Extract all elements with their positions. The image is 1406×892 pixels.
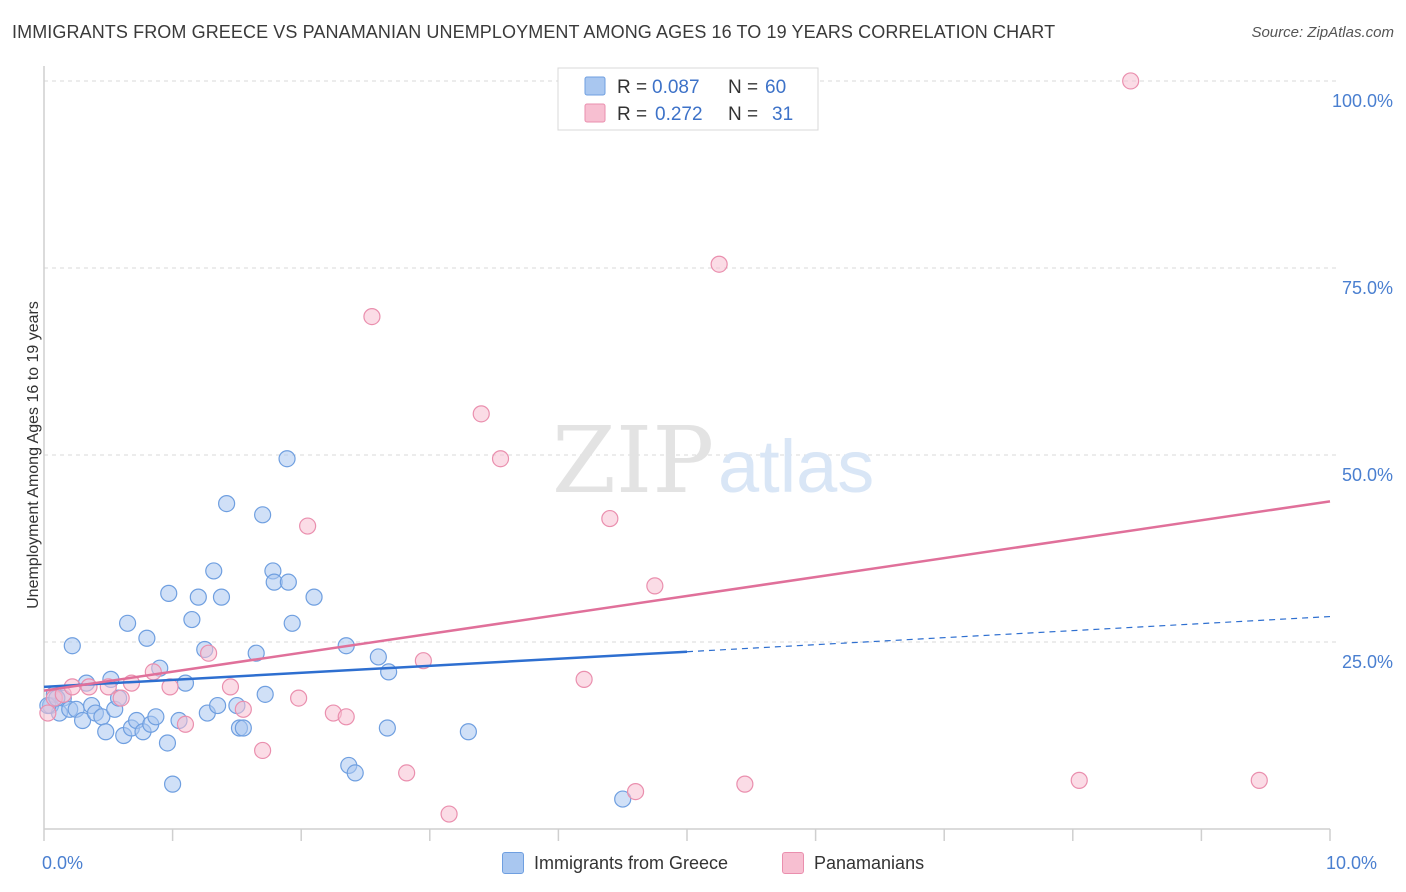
gridlines bbox=[44, 80, 1340, 643]
x-tick-label-min: 0.0% bbox=[42, 853, 83, 873]
greece-point bbox=[189, 588, 207, 606]
panama-point bbox=[601, 509, 619, 528]
panama-point bbox=[472, 405, 490, 423]
watermark-zip: ZIP bbox=[552, 407, 714, 514]
panama-point bbox=[234, 700, 252, 718]
panama-point bbox=[337, 708, 355, 726]
greece-trend-extension bbox=[686, 615, 1331, 653]
greece-point bbox=[97, 723, 115, 741]
y-tick-label-50: 50.0% bbox=[1342, 465, 1393, 485]
greece-point bbox=[158, 734, 177, 752]
greece-point bbox=[305, 588, 323, 606]
x-tick-label-max: 10.0% bbox=[1326, 853, 1377, 873]
watermark: ZIP atlas bbox=[552, 407, 874, 514]
greece-point bbox=[380, 663, 398, 681]
source-label: Source: ZipAtlas.com bbox=[1251, 24, 1394, 41]
greece-point bbox=[138, 629, 156, 647]
bottom-legend-panama-swatch bbox=[782, 852, 804, 874]
legend-greece-n-value: 60 bbox=[765, 77, 786, 98]
greece-point bbox=[183, 610, 201, 629]
greece-point bbox=[283, 614, 301, 632]
panama-point bbox=[575, 670, 593, 688]
panama-point bbox=[626, 782, 645, 801]
correlation-legend: R = 0.087 N = 60 R = 0.272 N = 31 bbox=[557, 67, 819, 131]
panama-point bbox=[646, 577, 664, 595]
y-tick-label-100: 100.0% bbox=[1332, 91, 1393, 111]
series-greece-points bbox=[39, 450, 632, 808]
greece-point bbox=[212, 588, 231, 606]
panama-point bbox=[200, 644, 218, 662]
greece-point bbox=[346, 764, 364, 782]
greece-point bbox=[63, 637, 81, 655]
panama-point bbox=[290, 689, 308, 707]
y-tick-label-25: 25.0% bbox=[1342, 652, 1393, 672]
bottom-legend-greece-swatch bbox=[502, 852, 524, 874]
greece-point bbox=[278, 450, 296, 468]
panama-point bbox=[144, 663, 162, 681]
legend-panama-n-label: N = bbox=[728, 104, 758, 125]
legend-panama-n-value: 31 bbox=[772, 104, 793, 125]
panama-point bbox=[398, 764, 416, 782]
greece-point bbox=[256, 685, 274, 703]
greece-point bbox=[209, 696, 227, 715]
legend-greece-r-value: 0.087 bbox=[652, 77, 700, 98]
legend-greece-r-label: R = bbox=[617, 77, 647, 98]
greece-point bbox=[247, 644, 265, 662]
panama-point bbox=[80, 678, 98, 696]
panama-point bbox=[254, 741, 272, 760]
greece-point bbox=[147, 708, 165, 726]
bottom-legend-greece-label: Immigrants from Greece bbox=[534, 852, 729, 873]
panama-point bbox=[1250, 771, 1268, 789]
panama-point bbox=[39, 704, 57, 722]
legend-panama-r-label: R = bbox=[617, 104, 647, 125]
greece-point bbox=[164, 775, 182, 793]
x-ticks bbox=[43, 829, 1331, 841]
panama-point bbox=[440, 805, 458, 823]
greece-point bbox=[254, 506, 272, 524]
greece-point bbox=[279, 573, 297, 591]
panama-point bbox=[491, 450, 510, 468]
greece-point bbox=[614, 790, 632, 808]
legend-panama-r-value: 0.272 bbox=[655, 104, 703, 125]
panama-point bbox=[710, 255, 728, 273]
panama-point bbox=[1122, 72, 1140, 90]
panama-point bbox=[112, 689, 130, 707]
panama-point bbox=[176, 715, 195, 733]
legend-greece-n-label: N = bbox=[728, 77, 758, 98]
trend-lines bbox=[43, 500, 1331, 692]
panama-point bbox=[363, 307, 381, 326]
greece-point bbox=[176, 674, 195, 692]
chart-title: IMMIGRANTS FROM GREECE VS PANAMANIAN UNE… bbox=[12, 22, 1056, 42]
y-axis-label: Unemployment Among Ages 16 to 19 years bbox=[25, 301, 42, 609]
greece-point bbox=[369, 648, 387, 666]
bottom-legend-panama: Panamanians bbox=[782, 852, 924, 874]
panama-trend-line bbox=[43, 500, 1331, 692]
watermark-atlas: atlas bbox=[718, 425, 874, 508]
y-tick-labels: 25.0% 50.0% 75.0% 100.0% bbox=[1332, 91, 1393, 672]
greece-point bbox=[118, 614, 137, 632]
greece-point bbox=[218, 495, 236, 513]
greece-point bbox=[73, 711, 92, 730]
greece-point bbox=[378, 719, 396, 737]
greece-point bbox=[459, 723, 477, 741]
bottom-legend-greece: Immigrants from Greece bbox=[502, 852, 728, 874]
y-tick-label-75: 75.0% bbox=[1342, 278, 1393, 298]
panama-point bbox=[221, 678, 240, 696]
bottom-legend-panama-label: Panamanians bbox=[814, 852, 925, 873]
greece-point bbox=[234, 719, 252, 737]
greece-point bbox=[205, 562, 223, 580]
panama-point bbox=[1070, 771, 1088, 789]
legend-greece-swatch bbox=[584, 76, 606, 96]
greece-point bbox=[160, 584, 178, 602]
greece-trend-line bbox=[43, 650, 688, 689]
panama-point bbox=[736, 775, 754, 793]
legend-panama-swatch bbox=[584, 103, 606, 123]
panama-point bbox=[299, 517, 317, 535]
